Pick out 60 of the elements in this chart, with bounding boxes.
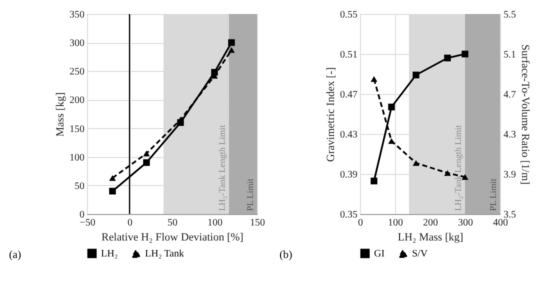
point: [228, 47, 235, 53]
legend-label: S/V: [412, 248, 428, 260]
point: [388, 104, 395, 110]
y-tick-label: 0.51: [340, 50, 358, 60]
y-tick-label: 300: [70, 38, 84, 50]
x-tick-label: −50: [80, 218, 96, 228]
y-tick-label: 0: [80, 210, 84, 220]
band-label: PL Limit: [488, 178, 498, 211]
band-label: LH₂-Tank Length Limit: [453, 124, 463, 211]
point: [444, 54, 451, 62]
legend-label: GI: [374, 248, 385, 260]
y-tick-label: 0.35: [340, 210, 358, 220]
x-tick-label: 400: [493, 218, 508, 228]
y2-tick-label: 4.3: [504, 130, 516, 140]
y-tick-label: 250: [70, 66, 84, 78]
x-tick-label: 50: [168, 218, 178, 228]
y-tick-label: 50: [74, 180, 84, 192]
y2-tick-label: 5.5: [504, 10, 516, 20]
x-tick-label: 0: [128, 218, 132, 228]
y2-tick-label: 4.7: [504, 90, 516, 100]
y2-tick-label: 3.9: [504, 170, 516, 180]
point: [412, 160, 420, 166]
y-axis-title: Gravimetric Index [-]: [325, 67, 337, 162]
x-axis-title: LH₂ Mass [kg]: [398, 232, 464, 244]
y2-tick-label: 3.5: [504, 210, 516, 220]
point: [370, 76, 378, 82]
y-tick-label: 0.43: [340, 130, 358, 140]
x-tick-label: 100: [208, 218, 222, 228]
y-tick-label: 0.55: [340, 10, 358, 20]
point: [109, 188, 116, 194]
x-tick-label: 150: [250, 218, 265, 228]
y-tick-label: 150: [70, 124, 84, 135]
point: [370, 178, 378, 184]
legend-label: LH₂ Tank: [145, 248, 184, 260]
point: [412, 72, 420, 78]
x-tick-label: 200: [423, 218, 438, 228]
y-tick-label: 350: [70, 10, 84, 20]
y2-axis-title: Surface-To-Volume Ratio [1/m]: [519, 44, 531, 185]
point: [109, 175, 116, 181]
x-tick-label: 100: [388, 218, 403, 228]
point: [444, 170, 451, 176]
point: [177, 116, 184, 123]
y-tick-label: 0.39: [340, 170, 358, 180]
point: [143, 159, 150, 166]
point: [228, 39, 235, 46]
x-tick-label: 300: [458, 218, 473, 228]
legend-label: LH₂: [101, 248, 118, 260]
y-tick-label: 0.47: [340, 90, 358, 100]
text: (a): [9, 249, 22, 261]
point: [462, 50, 468, 58]
text: (b): [280, 249, 293, 261]
y-tick-label: 100: [70, 152, 84, 164]
point: [143, 150, 150, 156]
y-axis-title: Mass [kg]: [54, 92, 66, 137]
y-tick-label: 200: [70, 95, 84, 106]
band-label: LH₂-Tank Length Limit: [216, 124, 227, 211]
y2-tick-label: 5.1: [504, 50, 516, 60]
point: [388, 138, 395, 144]
band-label: PL Limit: [245, 178, 255, 211]
x-axis-title: Relative H₂ Flow Deviation [%]: [102, 232, 244, 244]
